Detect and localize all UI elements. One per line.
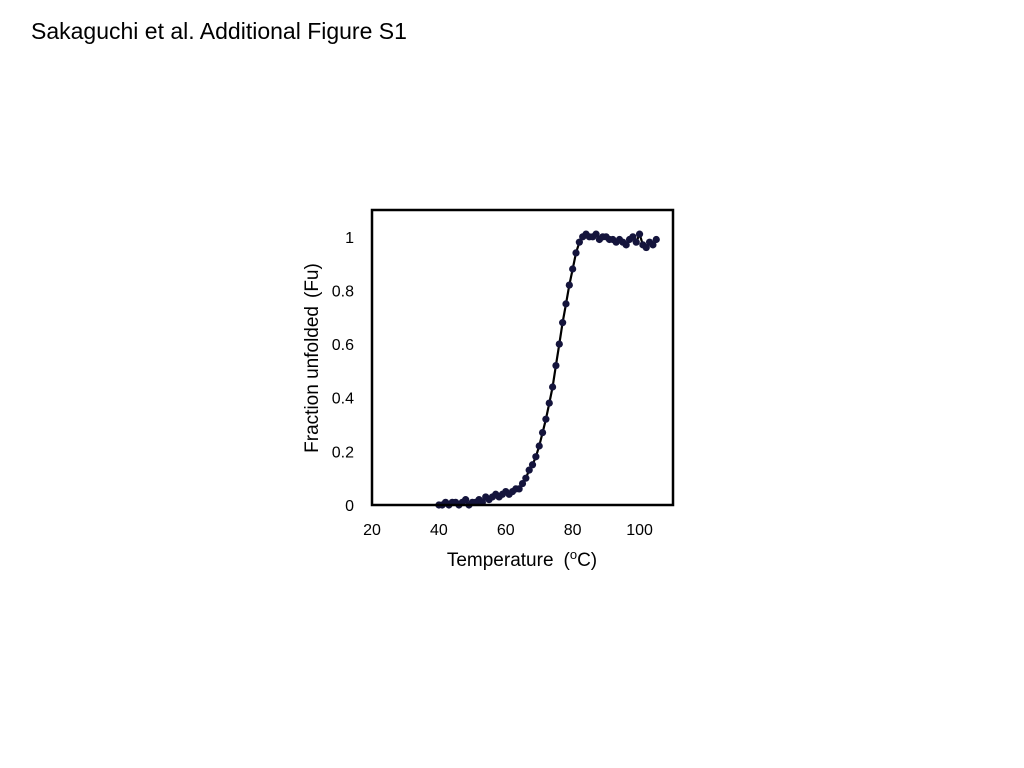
y-axis-unit: (Fu)	[302, 263, 323, 298]
data-point	[652, 235, 660, 244]
x-tick-label: 60	[497, 522, 515, 539]
y-axis-title: Fraction unfolded (Fu)	[302, 263, 323, 453]
data-point	[642, 243, 650, 252]
x-axis-unit-sup: o	[570, 547, 577, 562]
data-point	[565, 281, 573, 289]
x-tick-label: 80	[564, 522, 582, 539]
data-point	[635, 230, 644, 238]
data-point	[632, 238, 640, 246]
x-tick-label: 100	[626, 522, 653, 539]
data-point	[622, 241, 630, 249]
y-tick-labels: 0 0.2 0.4 0.6 0.8 1	[332, 230, 354, 515]
data-point	[515, 485, 523, 493]
data-point	[569, 265, 577, 273]
data-point	[542, 415, 550, 423]
data-point	[572, 249, 580, 257]
data-point	[559, 319, 567, 327]
fit-line	[438, 230, 658, 507]
y-tick-label: 0.8	[332, 283, 354, 300]
data-point	[522, 474, 530, 482]
data-point	[549, 383, 557, 391]
x-tick-label: 40	[430, 522, 448, 539]
data-point	[649, 241, 657, 249]
data-point	[532, 453, 540, 461]
x-tick-label: 20	[363, 522, 381, 539]
data-point	[629, 233, 637, 241]
x-axis-unit-close: C)	[577, 550, 597, 571]
data-point	[592, 230, 600, 238]
x-axis-title: Temperature (oC)	[447, 547, 597, 571]
y-axis-label: Fraction unfolded	[302, 306, 323, 453]
data-point	[525, 466, 533, 474]
plot-frame	[370, 208, 675, 507]
y-tick-label: 0.4	[332, 391, 354, 408]
data-point	[518, 479, 527, 488]
data-point	[545, 399, 553, 407]
series-layer	[435, 230, 660, 509]
data-point	[555, 340, 563, 348]
data-point	[562, 300, 570, 308]
data-point	[535, 442, 543, 450]
data-point	[462, 496, 470, 504]
y-tick-label: 0	[345, 498, 354, 515]
y-tick-label: 1	[345, 230, 354, 247]
data-point	[538, 428, 547, 437]
data-point	[528, 461, 537, 469]
x-axis-label: Temperature	[447, 550, 554, 571]
x-axis-unit-open: (	[564, 550, 571, 571]
y-tick-label: 0.6	[332, 337, 354, 354]
y-tick-label: 0.2	[332, 444, 354, 461]
slide-title: Sakaguchi et al. Additional Figure S1	[31, 18, 407, 44]
data-point	[575, 238, 583, 246]
x-tick-labels: 20 40 60 80 100	[363, 522, 653, 539]
data-point	[552, 361, 560, 370]
